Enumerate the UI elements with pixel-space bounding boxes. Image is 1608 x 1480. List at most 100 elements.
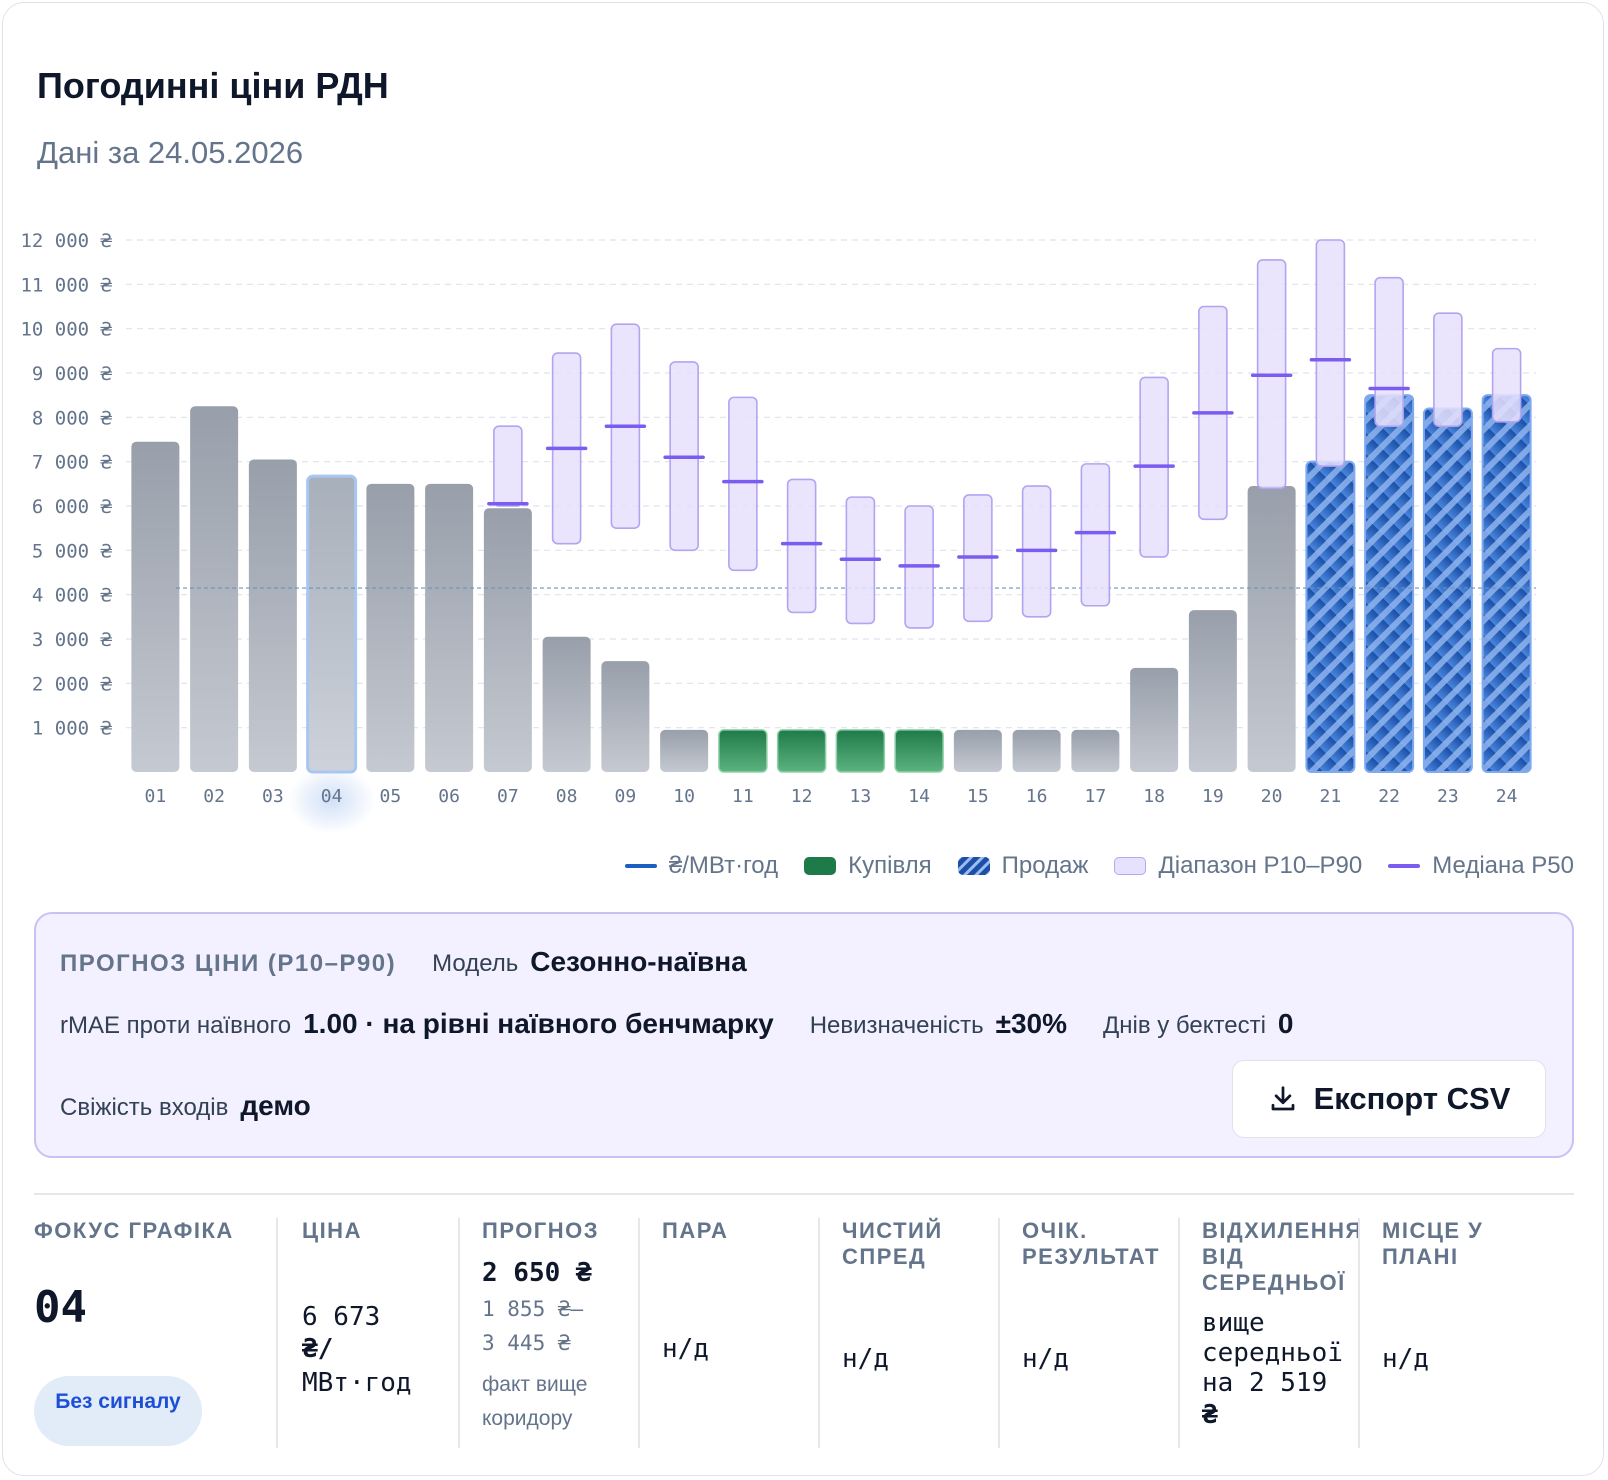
p10-p90-range-box [1433,312,1463,427]
price-bar-buy[interactable] [835,729,886,773]
x-tick-label: 08 [556,786,578,807]
x-tick-label: 10 [673,786,695,807]
x-tick-label: 04 [321,786,343,807]
price-bar[interactable] [953,729,1002,772]
price-bar[interactable] [483,508,532,772]
stat-forecast-note1: факт вище [482,1373,588,1396]
backtest-days-value: 0 [1277,1008,1294,1039]
stat-deviation-line2: середньої [1202,1338,1343,1368]
p10-p90-range-box [1374,276,1404,427]
price-bar[interactable] [1247,486,1296,772]
legend-buy-swatch [804,857,837,875]
rmae-label: rMAE проти наївного [60,1012,292,1039]
stat-pair-value: н/д [662,1334,709,1364]
x-tick-label: 18 [1143,786,1165,807]
price-bar[interactable] [1071,729,1120,772]
stat-place-label-1: МІСЦЕ У [1382,1218,1484,1243]
stat-deviation-line4: ₴ [1202,1400,1218,1430]
price-bar[interactable] [601,661,650,772]
signal-badge: Без сигналу [34,1376,202,1446]
price-bar-buy[interactable] [894,729,944,773]
legend-range: Діапазон P10–P90 [1114,852,1362,880]
freshness-label: Свіжість входів [60,1094,229,1121]
price-bar-sell[interactable] [1364,394,1415,773]
stat-place-label-2: ПЛАНІ [1382,1244,1459,1269]
price-bar-buy[interactable] [776,729,827,773]
stat-price-label: ЦІНА [302,1218,362,1243]
stat-forecast: ПРОГНОЗ 2 650 ₴ 1 855 ₴– 3 445 ₴ факт ви… [482,1218,642,1448]
forecast-panel: ПРОГНОЗ ЦІНИ (P10–P90) Модель Сезонно-на… [34,912,1574,1158]
stat-spread-label-2: СПРЕД [842,1244,927,1269]
price-bar[interactable] [425,483,474,772]
x-tick-label: 15 [967,786,989,807]
y-tick-label: 10 000 ₴ [20,319,112,341]
export-csv-label: Експорт CSV [1313,1081,1511,1116]
stat-place-value: н/д [1382,1344,1429,1374]
y-tick-label: 4 000 ₴ [32,585,113,607]
y-tick-label: 7 000 ₴ [32,452,113,474]
stat-result-label-1: ОЧІК. [1022,1218,1088,1243]
p10-p90-range-box [728,396,758,572]
forecast-heading: ПРОГНОЗ ЦІНИ (P10–P90) [60,950,397,977]
focus-glow [287,766,376,834]
price-bar-sell[interactable] [1305,460,1356,773]
x-tick-label: 21 [1320,786,1342,807]
legend-median: Медіана P50 [1388,852,1574,880]
stat-forecast-range2: 3 445 ₴ [482,1331,571,1355]
x-tick-label: 01 [145,786,167,807]
forecast-row-2: rMAE проти наївного 1.00 · на рівні наїв… [60,1008,1330,1040]
y-tick-label: 2 000 ₴ [32,673,113,695]
model-value: Сезонно-наївна [530,946,747,977]
stat-separator [998,1218,1000,1448]
x-tick-label: 24 [1496,786,1518,807]
y-tick-label: 5 000 ₴ [32,540,113,562]
freshness-value: демо [240,1090,311,1121]
y-tick-label: 8 000 ₴ [32,407,113,429]
forecast-row-3: Свіжість входів демо [60,1090,347,1122]
p10-p90-range-box [1080,463,1111,607]
stat-separator [1358,1218,1360,1448]
price-bar[interactable] [1130,667,1179,772]
x-tick-label: 22 [1378,786,1400,807]
price-bar[interactable] [248,459,297,772]
x-tick-label: 11 [732,786,754,807]
y-tick-label: 9 000 ₴ [32,363,113,385]
x-tick-label: 20 [1261,786,1283,807]
legend-median-label: Медіана P50 [1432,852,1574,879]
rmae-value: 1.00 · на рівні наївного бенчмарку [303,1008,774,1039]
price-bar[interactable] [366,483,415,772]
stat-forecast-range1: 1 855 ₴– [482,1297,584,1321]
stat-focus-value: 04 [34,1282,87,1333]
price-bar[interactable] [1012,729,1061,772]
legend-sell-swatch [957,857,990,875]
price-bar[interactable] [1188,610,1237,772]
price-bar[interactable] [542,636,591,772]
stat-forecast-label: ПРОГНОЗ [482,1218,600,1243]
price-bar[interactable] [131,441,180,772]
stat-deviation-line3: на 2 519 [1202,1368,1328,1398]
stat-deviation: ВІДХИЛЕННЯ ВІД СЕРЕДНЬОЇ вище середньої … [1202,1218,1362,1448]
price-bar-sell[interactable] [1422,407,1473,773]
stat-expected-result: ОЧІК. РЕЗУЛЬТАТ н/д [1022,1218,1182,1448]
x-tick-label: 13 [850,786,872,807]
y-tick-label: 1 000 ₴ [32,718,113,740]
page-subtitle: Дані за 24.05.2026 [37,135,304,170]
x-tick-label: 23 [1437,786,1459,807]
stats-divider [34,1193,1574,1195]
price-bar-sell[interactable] [1481,394,1532,773]
p10-p90-range-box [786,478,817,614]
x-tick-label: 07 [497,786,519,807]
price-bar[interactable] [660,729,709,772]
price-bar-buy[interactable] [718,729,768,773]
forecast-row-1: ПРОГНОЗ ЦІНИ (P10–P90) Модель Сезонно-на… [60,946,783,978]
stat-spread-label-1: ЧИСТИЙ [842,1218,943,1243]
price-bar[interactable] [190,406,239,772]
export-csv-button[interactable]: Експорт CSV [1232,1060,1546,1138]
legend-price-label: ₴/МВт·год [668,852,779,879]
x-tick-label: 12 [791,786,813,807]
x-tick-label: 19 [1202,786,1224,807]
price-bar-focused[interactable] [306,474,358,774]
y-tick-label: 12 000 ₴ [20,230,112,252]
stat-result-value: н/д [1022,1344,1069,1374]
legend-price-swatch [624,864,657,868]
